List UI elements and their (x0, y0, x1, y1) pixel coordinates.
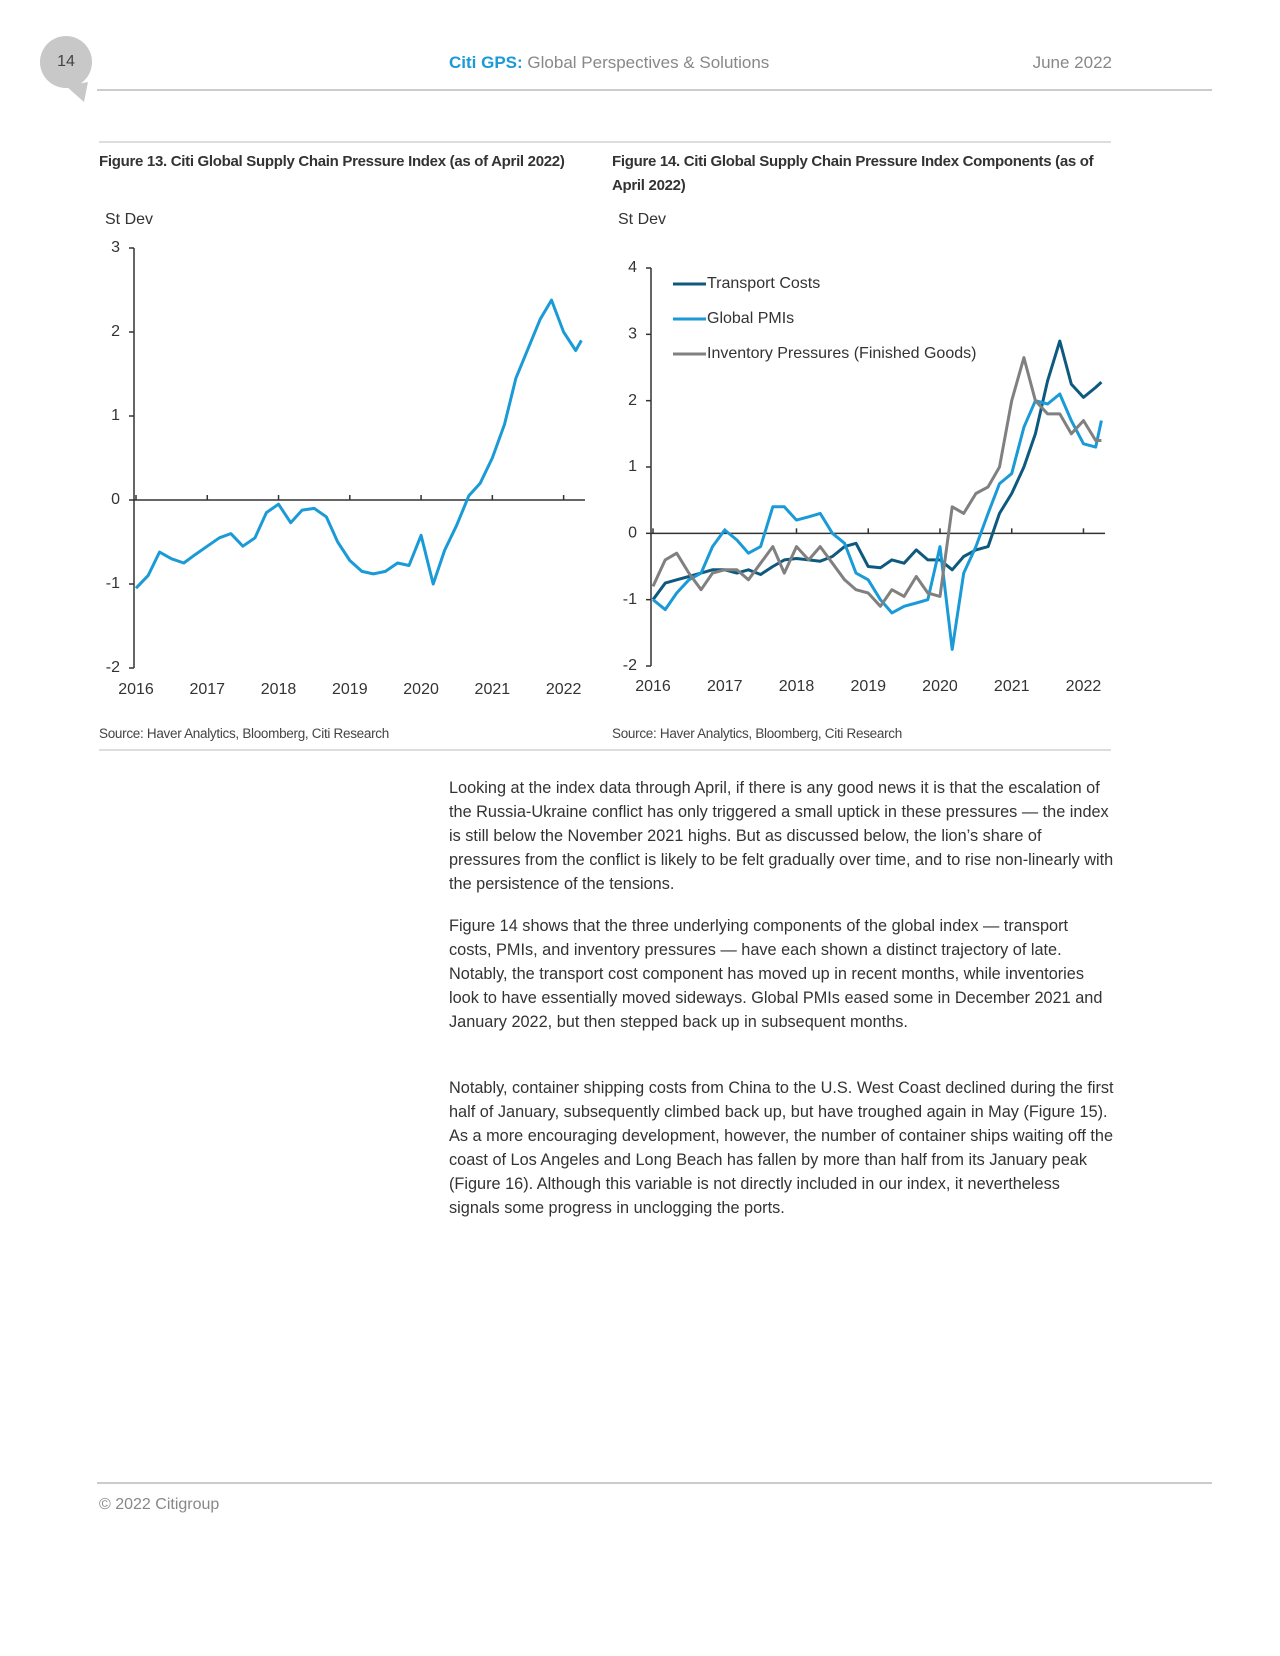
x-tick-label: 2018 (261, 681, 297, 698)
y-tick-label: -2 (106, 659, 120, 676)
page-badge (40, 36, 92, 88)
y-tick-label: 2 (628, 392, 637, 409)
figure-title: Figure 14. Citi Global Supply Chain Pres… (612, 153, 1094, 194)
x-tick-label: 2019 (332, 681, 368, 698)
data-line (651, 339, 1103, 601)
y-tick-label: 4 (628, 259, 637, 276)
paragraph: Looking at the index data through April,… (449, 779, 1114, 893)
brand: Citi GPS: (449, 53, 523, 72)
y-tick-label: -1 (623, 591, 637, 608)
x-tick-label: 2022 (1066, 678, 1102, 695)
x-tick-label: 2021 (475, 681, 511, 698)
x-tick-label: 2017 (707, 678, 743, 695)
x-tick-label: 2020 (403, 681, 439, 698)
figure-source: Source: Haver Analytics, Bloomberg, Citi… (99, 726, 389, 741)
x-tick-label: 2017 (189, 681, 225, 698)
y-tick-label: -2 (623, 657, 637, 674)
legend-label: Global PMIs (707, 310, 794, 327)
legend-label: Inventory Pressures (Finished Goods) (707, 345, 976, 362)
figure-source: Source: Haver Analytics, Bloomberg, Citi… (612, 726, 902, 741)
data-line (651, 356, 1102, 608)
footer: © 2022 Citigroup (99, 1496, 220, 1513)
y-tick-label: 3 (628, 326, 637, 343)
x-tick-label: 2019 (850, 678, 886, 695)
y-axis-label: St Dev (105, 211, 153, 228)
paragraph: Figure 14 shows that the three underlyin… (449, 917, 1103, 1031)
paragraph: Notably, container shipping costs from C… (449, 1079, 1114, 1217)
header-date: June 2022 (1032, 53, 1112, 72)
x-tick-label: 2021 (994, 678, 1030, 695)
y-tick-label: 0 (628, 525, 637, 542)
y-axis-label: St Dev (618, 211, 666, 228)
y-tick-label: -1 (106, 575, 120, 592)
y-tick-label: 1 (628, 458, 637, 475)
y-tick-label: 0 (111, 491, 120, 508)
figure-title: Figure 13. Citi Global Supply Chain Pres… (99, 153, 565, 170)
legend-label: Transport Costs (707, 275, 820, 292)
y-tick-label: 2 (111, 323, 120, 340)
x-tick-label: 2022 (546, 681, 582, 698)
y-tick-label: 3 (111, 239, 120, 256)
header-brand-line: Citi GPS: Global Perspectives & Solution… (449, 53, 769, 73)
x-tick-label: 2016 (635, 678, 671, 695)
x-tick-label: 2020 (922, 678, 958, 695)
header-subtitle: Global Perspectives & Solutions (527, 53, 770, 72)
data-line (134, 298, 583, 590)
x-tick-label: 2016 (118, 681, 154, 698)
x-tick-label: 2018 (779, 678, 815, 695)
page-number: 14 (57, 53, 75, 70)
data-line (652, 392, 1103, 651)
y-tick-label: 1 (111, 407, 120, 424)
page-badge-tail (66, 82, 88, 102)
